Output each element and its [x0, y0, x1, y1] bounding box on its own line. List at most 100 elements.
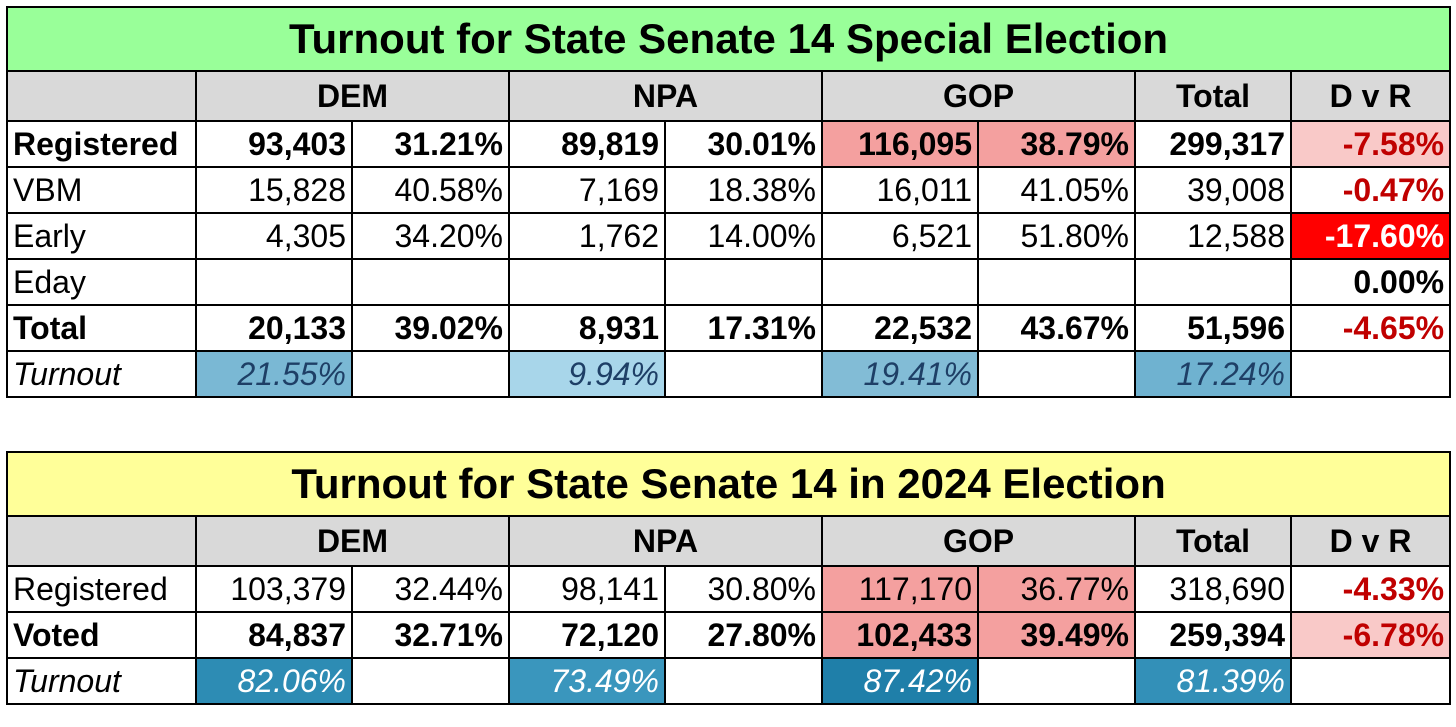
header-dem: DEM [195, 515, 510, 567]
dem-percent: 32.44% [351, 565, 510, 613]
dem-percent: 31.21% [351, 120, 510, 168]
empty-cell [664, 350, 823, 398]
header-gop: GOP [821, 515, 1136, 567]
dem-count: 20,133 [195, 304, 353, 352]
total-count: 39,008 [1134, 166, 1292, 214]
gop-percent: 38.79% [977, 120, 1136, 168]
total-count: 318,690 [1134, 565, 1292, 613]
dvr-value: -6.78% [1289, 611, 1452, 659]
total-count: 259,394 [1134, 611, 1292, 659]
dem-percent: 40.58% [351, 166, 510, 214]
npa-count: 89,819 [508, 120, 666, 168]
row-label: VBM [6, 166, 197, 214]
header-total: Total [1134, 515, 1292, 567]
npa-percent: 14.00% [664, 212, 823, 260]
header-gop: GOP [821, 70, 1136, 122]
gop-percent: 39.49% [977, 611, 1136, 659]
npa-count [508, 258, 666, 306]
dem-count: 4,305 [195, 212, 353, 260]
gop-percent: 41.05% [977, 166, 1136, 214]
npa-count: 98,141 [508, 565, 666, 613]
general-election-table: Turnout for State Senate 14 in 2024 Elec… [5, 451, 1452, 705]
gop-turnout: 87.42% [821, 657, 979, 705]
header-npa: NPA [508, 515, 823, 567]
gop-percent [977, 258, 1136, 306]
table-row-vbm: VBM 15,828 40.58% 7,169 18.38% 16,011 41… [6, 166, 1452, 214]
gop-count: 22,532 [821, 304, 979, 352]
gop-count: 16,011 [821, 166, 979, 214]
table-row-total: Total 20,133 39.02% 8,931 17.31% 22,532 … [6, 304, 1452, 352]
npa-count: 8,931 [508, 304, 666, 352]
gop-percent: 43.67% [977, 304, 1136, 352]
dem-percent: 34.20% [351, 212, 510, 260]
row-label: Turnout [6, 657, 197, 705]
dem-count [195, 258, 353, 306]
npa-count: 1,762 [508, 212, 666, 260]
row-label: Eday [6, 258, 197, 306]
dem-percent: 32.71% [351, 611, 510, 659]
dvr-value: -4.33% [1289, 565, 1452, 613]
row-label: Registered [6, 565, 197, 613]
npa-percent [664, 258, 823, 306]
gop-count: 117,170 [821, 565, 979, 613]
npa-turnout: 9.94% [508, 350, 666, 398]
dem-count: 93,403 [195, 120, 353, 168]
row-label: Total [6, 304, 197, 352]
header-dvr: D v R [1289, 515, 1452, 567]
empty-cell [977, 657, 1136, 705]
dvr-value: -4.65% [1289, 304, 1452, 352]
table-row-registered: Registered 103,379 32.44% 98,141 30.80% … [6, 565, 1452, 613]
table-row-voted: Voted 84,837 32.71% 72,120 27.80% 102,43… [6, 611, 1452, 659]
row-label: Turnout [6, 350, 197, 398]
special-title: Turnout for State Senate 14 Special Elec… [5, 6, 1452, 72]
header-npa: NPA [508, 70, 823, 122]
dvr-value: 0.00% [1289, 258, 1452, 306]
total-turnout: 17.24% [1134, 350, 1292, 398]
row-label: Voted [6, 611, 197, 659]
table-row-registered: Registered 93,403 31.21% 89,819 30.01% 1… [6, 120, 1452, 168]
npa-turnout: 73.49% [508, 657, 666, 705]
table-row-early: Early 4,305 34.20% 1,762 14.00% 6,521 51… [6, 212, 1452, 260]
dem-percent: 39.02% [351, 304, 510, 352]
header-dvr: D v R [1289, 70, 1452, 122]
empty-cell [1289, 657, 1452, 705]
header-dem: DEM [195, 70, 510, 122]
empty-cell [1289, 350, 1452, 398]
general-title: Turnout for State Senate 14 in 2024 Elec… [5, 451, 1452, 517]
table-row-turnout: Turnout 82.06% 73.49% 87.42% 81.39% [6, 657, 1452, 705]
dem-count: 84,837 [195, 611, 353, 659]
dem-turnout: 21.55% [195, 350, 353, 398]
dem-count: 15,828 [195, 166, 353, 214]
gop-turnout: 19.41% [821, 350, 979, 398]
npa-percent: 17.31% [664, 304, 823, 352]
gop-count [821, 258, 979, 306]
total-count: 12,588 [1134, 212, 1292, 260]
npa-percent: 18.38% [664, 166, 823, 214]
npa-percent: 30.01% [664, 120, 823, 168]
special-header-row: DEM NPA GOP Total D v R [6, 70, 1452, 122]
row-label: Early [6, 212, 197, 260]
npa-count: 7,169 [508, 166, 666, 214]
header-total: Total [1134, 70, 1292, 122]
empty-cell [977, 350, 1136, 398]
npa-percent: 30.80% [664, 565, 823, 613]
total-count: 51,596 [1134, 304, 1292, 352]
dem-count: 103,379 [195, 565, 353, 613]
special-election-table: Turnout for State Senate 14 Special Elec… [5, 6, 1452, 398]
header-blank [6, 70, 197, 122]
dvr-value: -17.60% [1289, 212, 1452, 260]
total-turnout: 81.39% [1134, 657, 1292, 705]
dvr-value: -7.58% [1289, 120, 1452, 168]
row-label: Registered [6, 120, 197, 168]
gop-count: 102,433 [821, 611, 979, 659]
npa-count: 72,120 [508, 611, 666, 659]
dvr-value: -0.47% [1289, 166, 1452, 214]
dem-turnout: 82.06% [195, 657, 353, 705]
table-row-eday: Eday 0.00% [6, 258, 1452, 306]
total-count: 299,317 [1134, 120, 1292, 168]
gop-percent: 51.80% [977, 212, 1136, 260]
general-header-row: DEM NPA GOP Total D v R [6, 515, 1452, 567]
total-count [1134, 258, 1292, 306]
empty-cell [351, 657, 510, 705]
empty-cell [351, 350, 510, 398]
